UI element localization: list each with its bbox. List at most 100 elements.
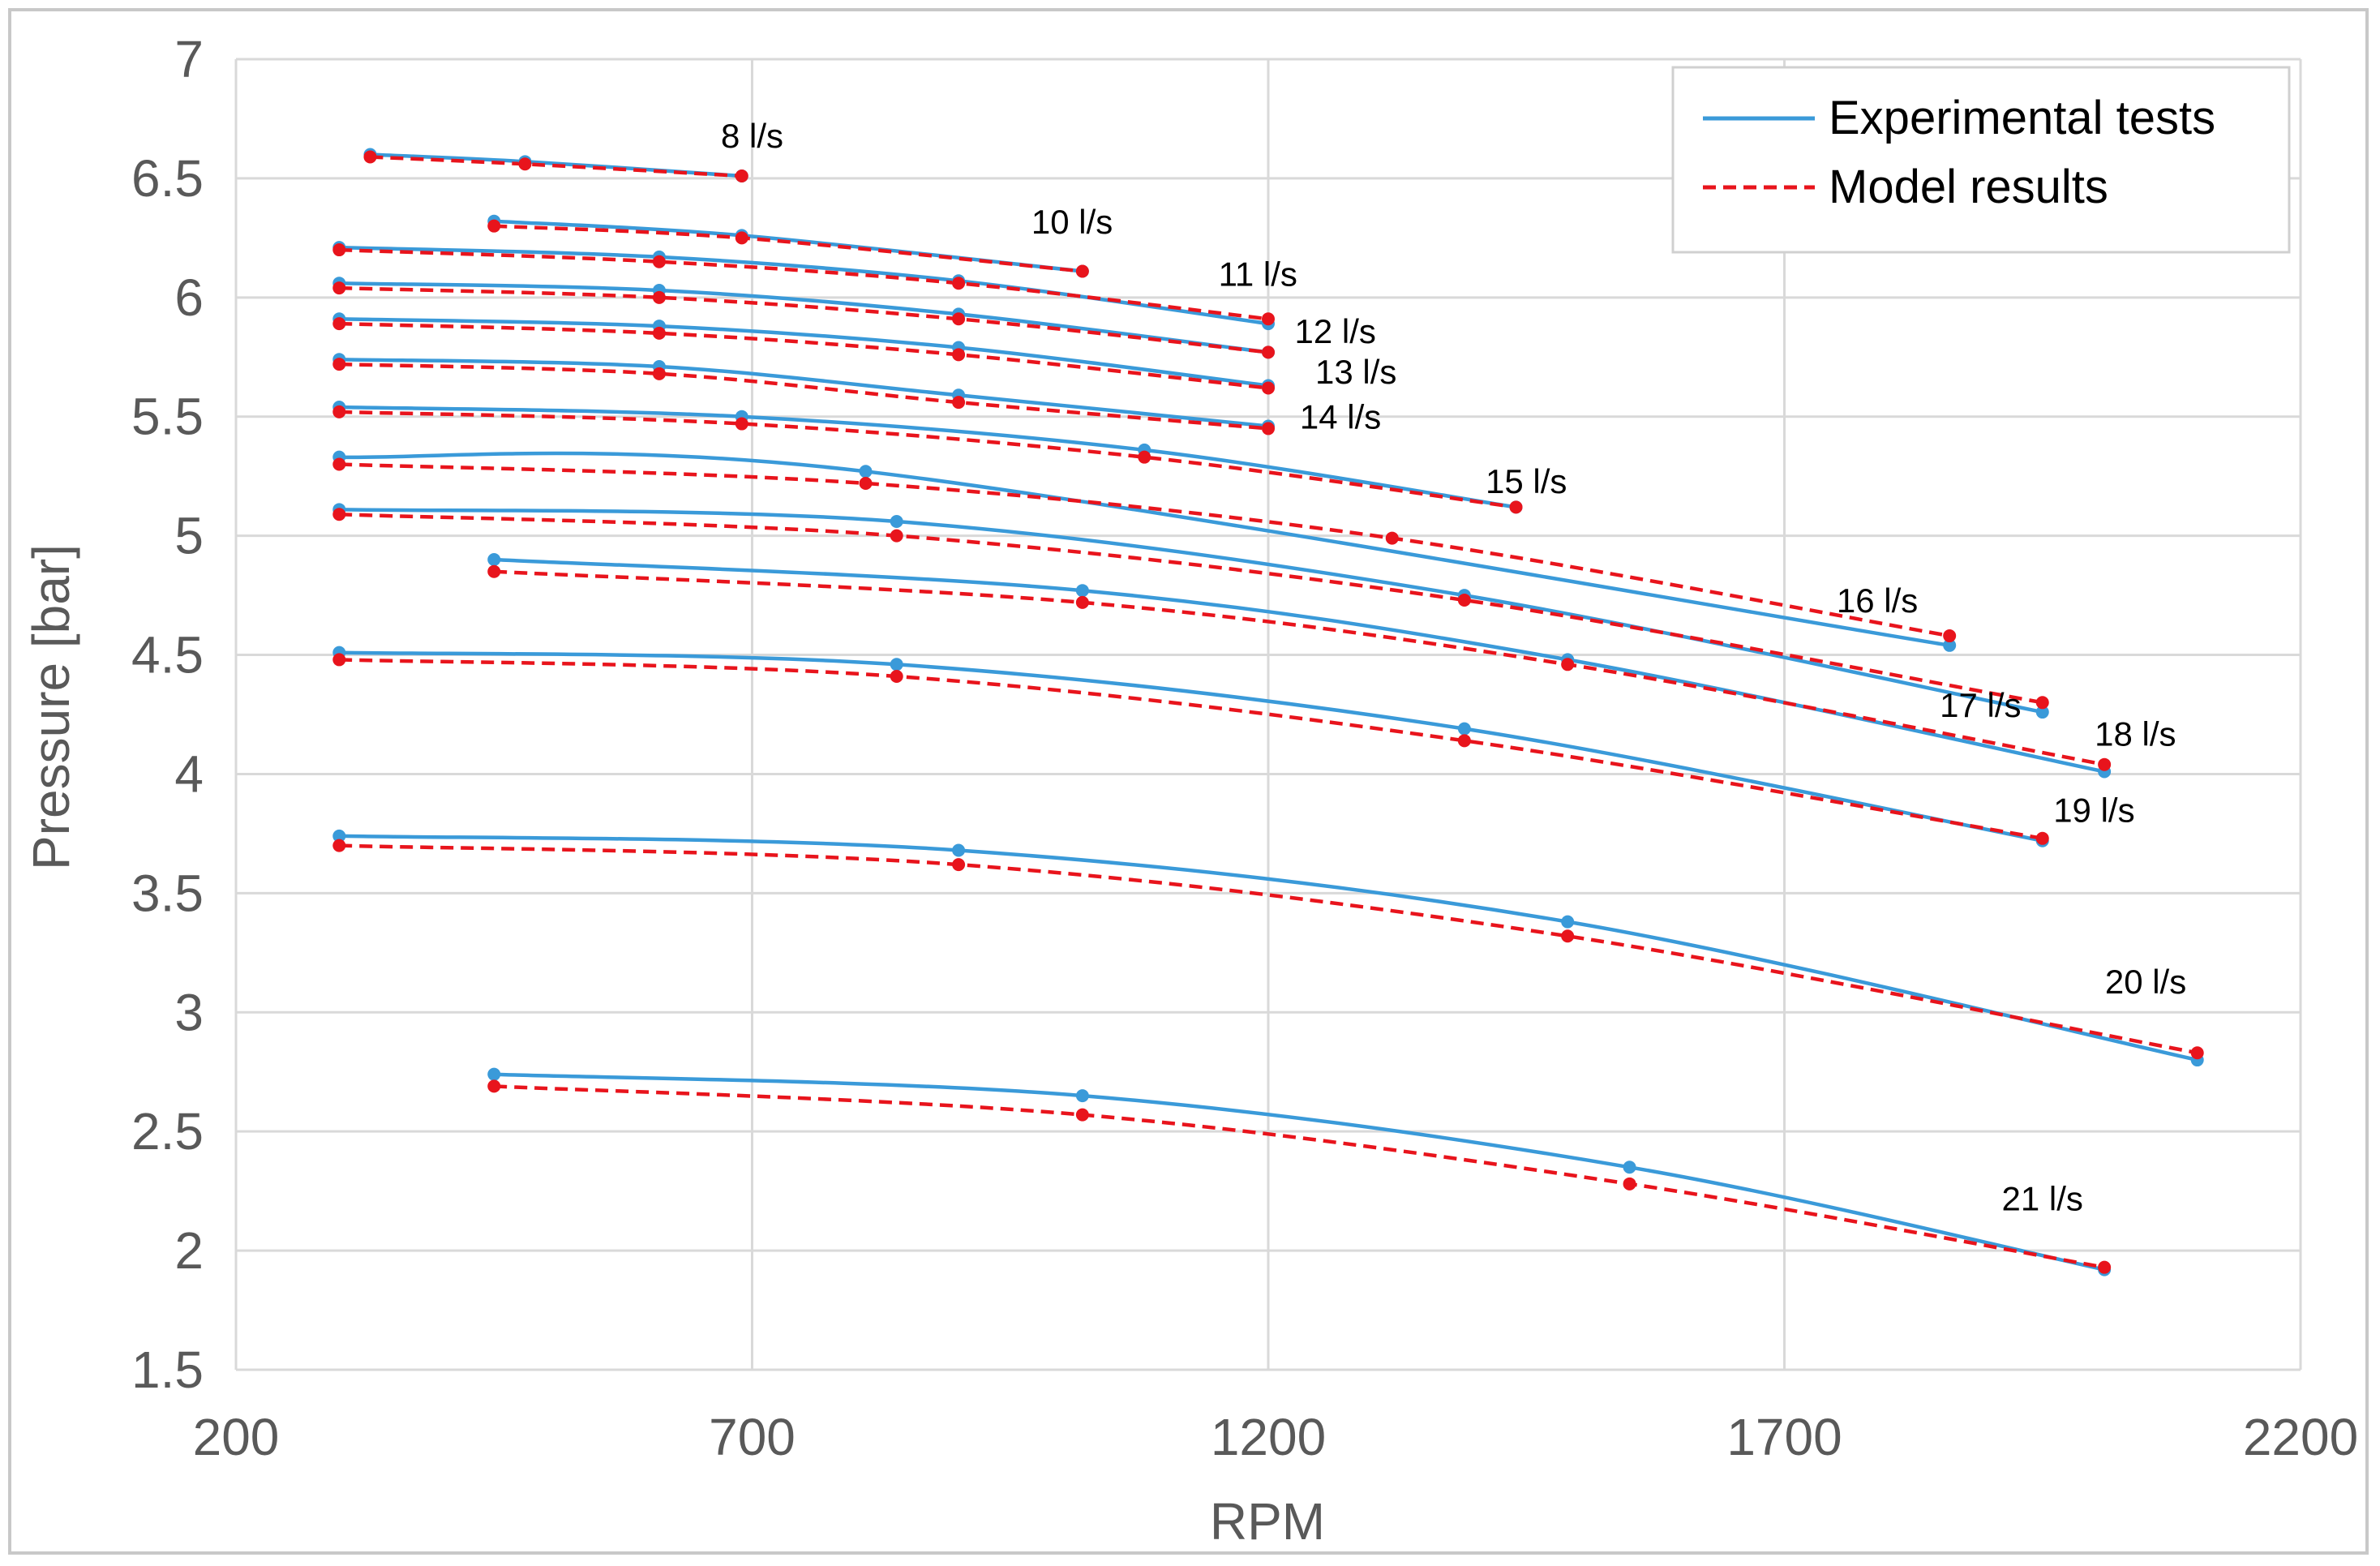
model-line: [494, 224, 1083, 273]
model-point: [1075, 595, 1089, 609]
experimental-point: [1457, 722, 1471, 736]
model-point: [952, 348, 966, 362]
model-line: [339, 362, 1269, 431]
flow-rate-label: 10 l/s: [1031, 203, 1113, 241]
model-point: [1262, 345, 1275, 359]
chart-frame: [8, 8, 2369, 1555]
flow-rate-label: 18 l/s: [2095, 715, 2176, 753]
experimental-line: [339, 317, 1269, 388]
model-line: [339, 321, 1269, 390]
model-point: [487, 219, 501, 233]
model-point: [952, 312, 966, 326]
model-point: [363, 150, 377, 164]
model-series-group: [339, 155, 2198, 1269]
model-point: [332, 839, 346, 852]
model-point: [1509, 500, 1523, 514]
legend-experimental-label: Experimental tests: [1829, 92, 2215, 144]
model-point: [952, 277, 966, 290]
model-line: [339, 247, 1269, 321]
model-point: [1561, 658, 1575, 671]
experimental-line: [494, 1072, 2105, 1272]
experimental-line: [339, 357, 1269, 428]
y-tick-label: 6.5: [131, 149, 204, 208]
model-point: [487, 564, 501, 578]
y-tick-label: 5.5: [131, 388, 204, 446]
experimental-point: [1075, 584, 1089, 598]
experimental-point: [859, 465, 873, 478]
model-point: [652, 290, 666, 304]
y-tick-label: 1.5: [131, 1341, 204, 1399]
experimental-point: [1075, 1089, 1089, 1103]
model-point: [2190, 1046, 2204, 1060]
model-line: [339, 285, 1269, 354]
model-point: [890, 669, 903, 683]
model-point: [332, 508, 346, 521]
x-tick-label: 1700: [1726, 1408, 1842, 1466]
model-point: [1561, 929, 1575, 943]
x-tick-label: 1200: [1211, 1408, 1326, 1466]
model-point: [2035, 831, 2049, 845]
model-point: [1385, 531, 1399, 545]
model-line: [339, 410, 1516, 509]
flow-rate-label: 14 l/s: [1300, 398, 1381, 436]
model-line: [339, 512, 2043, 705]
model-point: [332, 243, 346, 257]
model-point: [518, 157, 532, 171]
model-point: [2098, 1260, 2112, 1274]
data-points-group: [332, 148, 2204, 1276]
y-tick-label: 5: [174, 507, 204, 565]
experimental-point: [1623, 1161, 1636, 1174]
experimental-series-group: [339, 152, 2198, 1272]
y-tick-label: 4: [174, 744, 204, 803]
x-axis-ticks: 200 700 1200 1700 2200: [193, 1408, 2359, 1466]
y-axis-ticks: 1.5 2 2.5 3 3.5 4 4.5 5 5.5 6 6.5 7: [131, 30, 204, 1399]
legend-box: [1671, 66, 2291, 254]
flow-rate-label: 8 l/s: [721, 117, 783, 155]
model-point: [332, 281, 346, 295]
model-point: [1075, 264, 1089, 278]
model-point: [1943, 629, 1957, 643]
experimental-line: [339, 508, 2043, 714]
experimental-line: [339, 451, 1950, 648]
experimental-line: [339, 281, 1269, 354]
model-point: [735, 169, 748, 182]
flow-rate-label: 20 l/s: [2105, 963, 2186, 1001]
y-tick-label: 6: [174, 268, 204, 327]
grid-lines: [234, 58, 2302, 1371]
experimental-line: [339, 650, 2043, 843]
x-tick-label: 200: [193, 1408, 280, 1466]
flow-rate-label: 16 l/s: [1837, 581, 1918, 620]
legend: Experimental tests Model results: [1671, 66, 2291, 254]
model-point: [952, 858, 966, 872]
flow-rate-label: 19 l/s: [2053, 792, 2134, 830]
model-point: [2035, 696, 2049, 710]
experimental-point: [487, 1067, 501, 1081]
x-tick-label: 700: [709, 1408, 795, 1466]
model-line: [494, 569, 2105, 766]
model-line: [339, 462, 1950, 638]
model-point: [735, 417, 748, 431]
model-point: [487, 1079, 501, 1093]
model-line: [370, 155, 742, 178]
experimental-point: [952, 843, 966, 857]
model-point: [332, 405, 346, 418]
model-line: [494, 1084, 2105, 1269]
experimental-point: [890, 515, 903, 529]
model-point: [1457, 593, 1471, 607]
model-point: [652, 326, 666, 340]
y-tick-label: 4.5: [131, 626, 204, 684]
flow-rate-label: 21 l/s: [2002, 1179, 2083, 1217]
model-point: [859, 476, 873, 490]
flow-rate-label: 17 l/s: [1940, 686, 2021, 724]
y-tick-label: 3: [174, 983, 204, 1041]
experimental-point: [332, 829, 346, 843]
model-point: [952, 396, 966, 410]
model-point: [652, 255, 666, 268]
experimental-line: [339, 405, 1516, 509]
y-tick-label: 7: [174, 30, 204, 88]
flow-rate-label: 12 l/s: [1295, 312, 1376, 350]
model-point: [332, 358, 346, 371]
legend-model-label: Model results: [1829, 161, 2108, 213]
model-point: [1262, 312, 1275, 326]
